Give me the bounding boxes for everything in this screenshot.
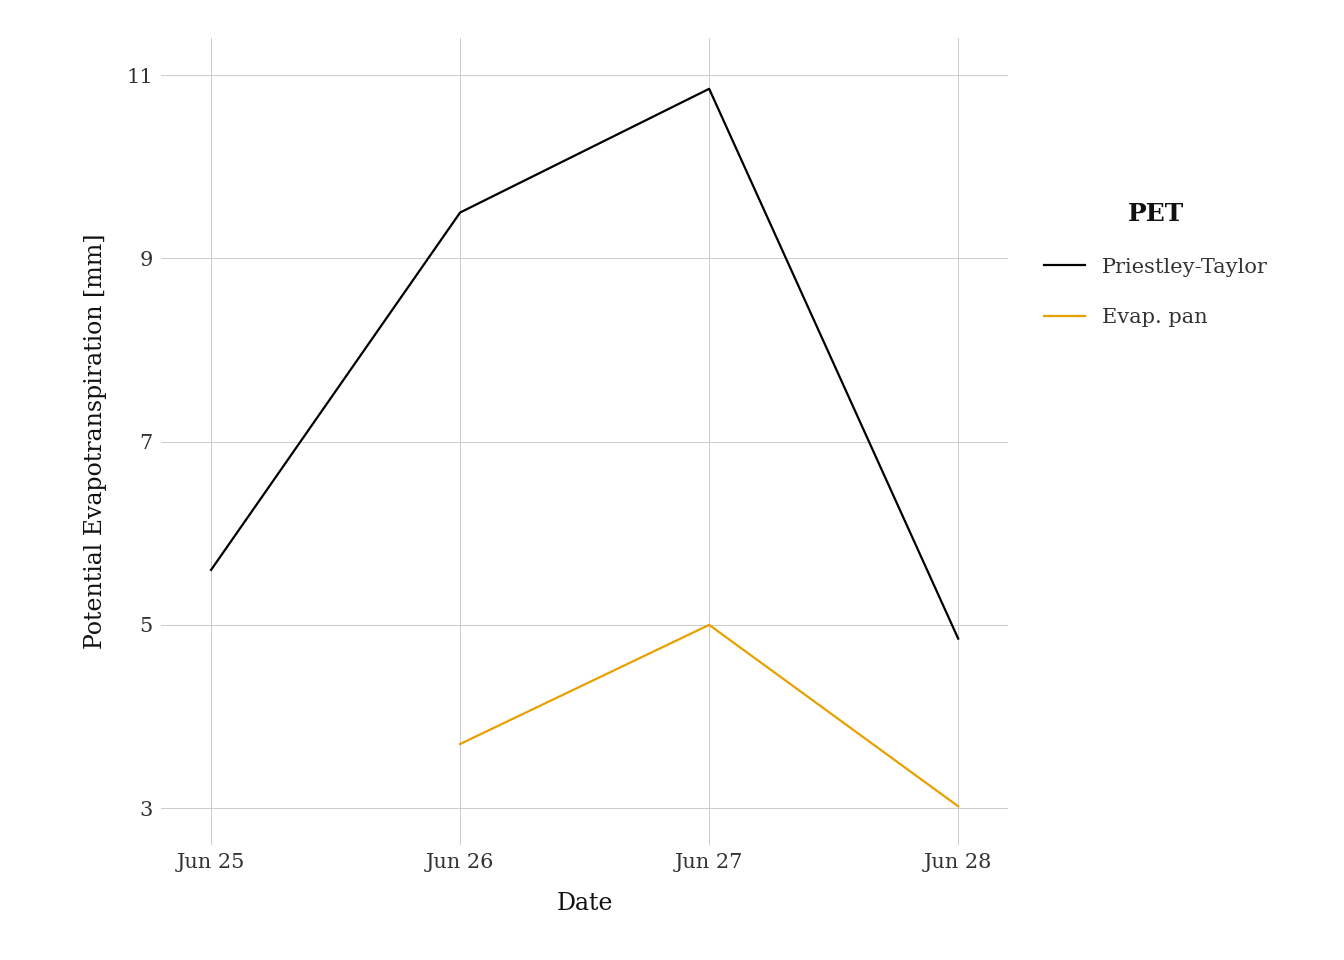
X-axis label: Date: Date: [556, 892, 613, 915]
Y-axis label: Potential Evapotranspiration [mm]: Potential Evapotranspiration [mm]: [83, 234, 106, 649]
Legend: Priestley-Taylor, Evap. pan: Priestley-Taylor, Evap. pan: [1035, 194, 1277, 335]
